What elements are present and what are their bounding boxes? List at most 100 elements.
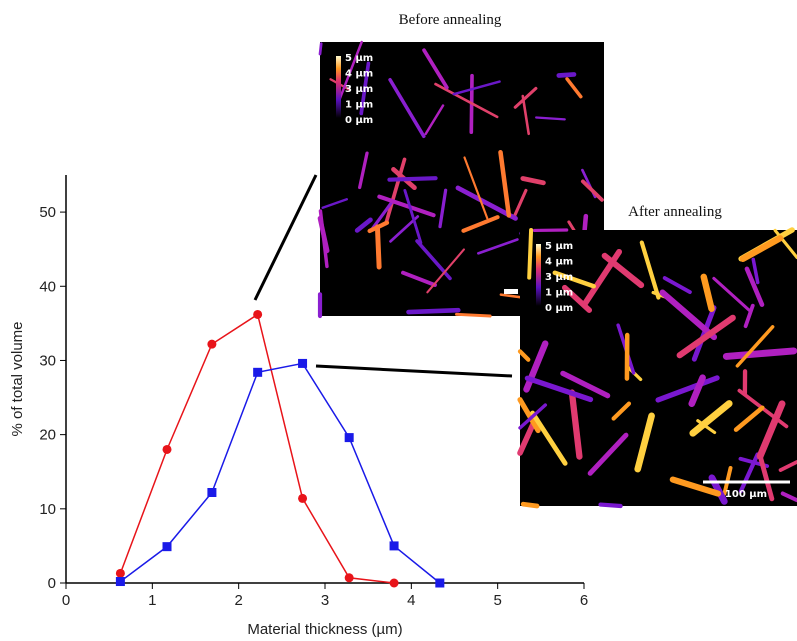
- marker: [298, 358, 308, 368]
- grain-boundary: [773, 228, 797, 260]
- grain-boundary: [422, 48, 449, 90]
- grain-boundary: [498, 150, 512, 218]
- marker: [253, 367, 263, 377]
- grain-boundary: [565, 77, 583, 99]
- grain-boundary: [689, 400, 733, 437]
- colorbar-label: 5 µm: [345, 53, 373, 64]
- marker: [162, 444, 172, 454]
- grain-boundary: [552, 270, 596, 289]
- grain-boundary: [477, 238, 519, 255]
- grain-boundary: [561, 284, 593, 313]
- grain-boundary: [354, 217, 373, 233]
- grain-boundary: [388, 77, 426, 139]
- grain-boundary: [655, 375, 720, 403]
- grain-boundary: [517, 397, 541, 434]
- grain-boundary: [463, 156, 489, 220]
- grain-boundary: [518, 403, 548, 430]
- grain-boundary: [688, 374, 706, 408]
- grain-boundary: [403, 188, 423, 245]
- grain-boundary: [780, 491, 797, 503]
- x-tick-label: 0: [62, 592, 70, 609]
- grain-boundary: [461, 215, 500, 233]
- grain-boundary: [757, 452, 775, 502]
- x-tick-label: 5: [493, 592, 501, 609]
- grain-boundary: [733, 405, 765, 432]
- grain-boundary: [669, 476, 722, 497]
- colorbar-label: 3 µm: [545, 272, 573, 283]
- grain-boundary: [530, 410, 568, 466]
- y-axis-label: % of total volume: [9, 321, 26, 436]
- colorbar-label: 4 µm: [345, 69, 373, 80]
- grain-boundary: [634, 412, 655, 473]
- grain-boundary: [374, 224, 382, 270]
- colorbar: [536, 244, 541, 306]
- marker: [344, 433, 354, 443]
- y-tick-label: 10: [39, 501, 56, 518]
- grain-boundary: [700, 273, 715, 312]
- grain-boundary: [517, 417, 538, 456]
- grain-boundary: [535, 116, 566, 121]
- grain-boundary: [321, 198, 348, 209]
- marker-dash: [504, 289, 518, 294]
- marker: [115, 568, 125, 578]
- grain-boundary: [517, 349, 531, 362]
- grain-boundary: [735, 325, 775, 368]
- grain-boundary: [406, 307, 461, 315]
- y-tick-label: 40: [39, 278, 56, 295]
- grain-boundary: [455, 312, 492, 318]
- colorbar-label: 1 µm: [345, 100, 373, 111]
- grain-boundary: [521, 94, 531, 136]
- scale-bar-label: 100 µm: [725, 489, 767, 500]
- colorbar-label: 4 µm: [545, 257, 573, 268]
- grain-boundary: [452, 80, 501, 96]
- grain-boundary: [611, 401, 632, 421]
- x-tick-label: 3: [321, 592, 329, 609]
- grain-boundary: [722, 347, 797, 360]
- grain-boundary: [359, 61, 371, 116]
- grain-boundary: [580, 179, 604, 202]
- colorbar-label: 5 µm: [545, 241, 573, 252]
- connector: [253, 174, 318, 301]
- x-tick-label: 6: [580, 592, 588, 609]
- series-line: [119, 362, 441, 584]
- grain-boundary: [556, 72, 577, 78]
- grain-boundary: [523, 340, 549, 393]
- grain-boundary: [513, 86, 538, 109]
- grain-boundary: [520, 501, 540, 509]
- grain-boundary: [756, 400, 786, 460]
- x-tick-label: 2: [234, 592, 242, 609]
- grain-boundary: [712, 276, 753, 314]
- grain-boundary: [401, 270, 437, 287]
- grain-boundary: [662, 276, 692, 295]
- grain-boundary: [370, 201, 393, 232]
- grain-boundary: [676, 314, 736, 359]
- marker: [298, 493, 308, 503]
- marker: [389, 541, 399, 551]
- grain-boundary: [751, 257, 760, 285]
- grain-boundary: [601, 252, 645, 289]
- y-tick-label: 20: [39, 427, 56, 444]
- grain-boundary: [598, 502, 623, 509]
- grain-boundary: [387, 176, 438, 182]
- grain-boundary: [524, 375, 594, 403]
- grain-boundary: [738, 452, 760, 494]
- marker: [207, 339, 217, 349]
- colorbar-label: 0 µm: [545, 303, 573, 314]
- grain-boundary: [743, 303, 755, 329]
- grain-boundary: [318, 42, 323, 56]
- marker: [162, 542, 172, 552]
- grain-boundary: [560, 370, 611, 399]
- grain-boundary: [358, 151, 369, 190]
- grain-boundary: [739, 235, 784, 263]
- grain-boundary: [438, 188, 448, 229]
- marker: [115, 577, 125, 587]
- grain-boundary: [512, 188, 528, 218]
- marker: [207, 487, 217, 497]
- grain-boundary: [434, 82, 499, 119]
- colorbar-label: 3 µm: [345, 84, 373, 95]
- colorbar: [336, 56, 341, 118]
- grain-boundary: [520, 176, 546, 186]
- connector: [315, 364, 513, 378]
- colorbar-label: 1 µm: [545, 288, 573, 299]
- grain-boundary: [659, 289, 718, 341]
